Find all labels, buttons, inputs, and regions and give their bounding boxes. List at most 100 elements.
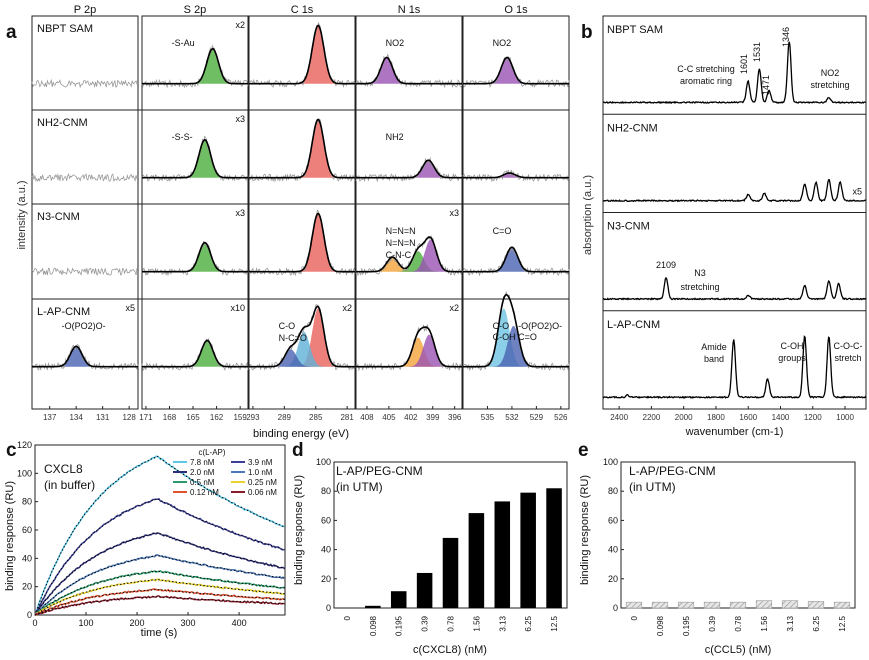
ir-spectrum	[602, 41, 867, 105]
panel-letter-b: b	[581, 22, 593, 43]
xps-x-tick-label: 162	[210, 413, 224, 422]
panel-c-xlabel: time (s)	[141, 627, 178, 639]
panel-a-xlabel: binding energy (eV)	[253, 428, 349, 440]
xps-x-tick-label: 405	[382, 413, 396, 422]
bar-y-tick-label: 40	[321, 545, 331, 555]
xps-x-tick-label: 532	[505, 413, 519, 422]
bar-category-label: 6.25	[812, 615, 821, 631]
ir-annotation: stretch	[834, 353, 861, 363]
xps-envelope-fit	[356, 159, 462, 179]
panel-d-subtitle: (in UTM)	[336, 480, 383, 494]
xps-x-tick-label: 402	[404, 413, 418, 422]
ir-x-tick-label: 2200	[643, 413, 661, 422]
ir-annotation: 2109	[656, 260, 676, 270]
ir-x-axis-label: wavenumber (cm-1)	[685, 426, 784, 438]
ir-x-tick-label: 2000	[675, 413, 693, 422]
xps-component-peak	[356, 239, 462, 272]
panel-letter-c: c	[6, 440, 17, 461]
panel-d-ylabel: binding response (RU)	[293, 475, 305, 585]
xps-peak-annotation: C=O	[518, 332, 537, 342]
xps-x-tick-label: 131	[96, 413, 110, 422]
xps-component-peak	[249, 331, 355, 367]
ir-x-tick-label: 1600	[739, 413, 757, 422]
bar-category-label: 3.13	[498, 615, 507, 631]
xps-peak-annotation: C=O	[493, 226, 512, 236]
bar-category-label: 0.39	[421, 615, 430, 631]
ir-annotation: NO2	[821, 68, 840, 78]
xps-column-header: C 1s	[291, 4, 314, 16]
xps-peak-annotation: C-O	[279, 321, 296, 331]
spr-legend-label: 1.0 nM	[248, 468, 273, 477]
xps-peak-annotation: C-N-C	[386, 250, 412, 260]
xps-raw-data	[31, 344, 139, 371]
bar-category-label: 1.56	[472, 615, 481, 631]
panel-d-bar-cxcl8: 0 20 40 60 80 100 0 0.098 0.195 0.39 0.78 1.56 3.13 6…	[316, 457, 568, 636]
bar	[755, 600, 773, 609]
ir-spectrum	[602, 276, 867, 301]
xps-peak-annotation: N-C=O	[279, 333, 307, 343]
xps-x-tick-label: 529	[530, 413, 544, 422]
bar-category-label: 0.195	[682, 615, 691, 636]
bar-category-label: 0	[630, 615, 639, 620]
bar-y-tick-label: 0	[613, 603, 618, 613]
spr-x-tick-label: 100	[79, 618, 94, 628]
xps-component-peak	[463, 247, 569, 272]
xps-x-tick-label: 285	[309, 413, 323, 422]
xps-x-tick-label: 399	[426, 413, 440, 422]
panel-b-ylabel: absorption (a.u.)	[582, 175, 594, 255]
bar-category-label: 6.25	[524, 615, 533, 631]
ir-multiplier: x5	[852, 187, 862, 197]
panel-c-title: CXCL8	[44, 462, 83, 476]
panel-c-subtitle: (in buffer)	[44, 478, 95, 492]
xps-envelope-fit	[142, 339, 248, 368]
bar	[833, 601, 851, 609]
xps-column-frame	[248, 15, 356, 410]
xps-envelope-fit	[463, 56, 569, 85]
bar-y-tick-label: 60	[321, 515, 331, 525]
xps-row-label: L-AP-CNM	[37, 306, 90, 318]
ir-annotation: 1346	[781, 27, 791, 47]
panel-c-spr-kinetics: 0 100 200 300 400 0 20 40 60 80 100 120 c(L-AP)7.8 n…	[17, 440, 286, 628]
panel-a-xps-grid: P 2p 137 134 131 128 S 2p 171 168 165 162 159 C 1s 2…	[31, 4, 570, 422]
bar-y-tick-label: 100	[603, 457, 618, 467]
xps-peak-annotation: -S-S-	[172, 132, 193, 142]
xps-raw-data	[248, 21, 356, 88]
ir-annotation: 1531	[752, 42, 762, 62]
spr-fit-curve	[34, 554, 285, 616]
xps-raw-data	[31, 78, 139, 89]
xps-row-label: N3-CNM	[37, 211, 80, 223]
spr-legend-label: 0.5 nM	[190, 478, 215, 487]
xps-x-tick-label: 159	[233, 413, 247, 422]
panel-e-bar-ccl5: 0 20 40 60 80 100 0 0.098 0.195 0.39 0.78 1.56 3.13 6…	[603, 457, 856, 636]
xps-component-peak	[356, 251, 462, 272]
xps-column-frame	[355, 15, 463, 410]
bar	[546, 488, 562, 608]
ir-spectrum	[602, 178, 867, 203]
ir-series-label: NH2-CNM	[607, 122, 658, 134]
ir-x-tick-label: 1800	[707, 413, 725, 422]
xps-component-peak	[142, 139, 248, 178]
ir-series-label: N3-CNM	[607, 221, 650, 233]
xps-multiplier: x2	[235, 20, 245, 30]
ir-annotation: 1471	[761, 75, 771, 95]
spr-sensorgram	[34, 570, 285, 616]
spr-y-tick-label: 40	[22, 553, 32, 563]
ir-annotation: C-OH	[781, 341, 804, 351]
xps-x-tick-label: 526	[554, 413, 568, 422]
xps-x-tick-label: 396	[448, 413, 462, 422]
panel-e-ylabel: binding response (RU)	[579, 475, 591, 585]
panel-letter-e: e	[578, 440, 589, 461]
xps-envelope-fit	[356, 56, 462, 85]
bar-category-label: 0.195	[395, 615, 404, 636]
panel-letter-a: a	[6, 22, 17, 43]
xps-x-tick-label: 289	[278, 413, 292, 422]
xps-envelope-fit	[356, 326, 462, 368]
xps-column-frame	[141, 15, 249, 410]
spr-x-tick-label: 400	[232, 618, 247, 628]
xps-envelope-fit	[32, 345, 138, 368]
xps-multiplier: x10	[230, 303, 245, 313]
xps-x-tick-label: 293	[246, 413, 260, 422]
xps-envelope-fit	[142, 241, 248, 273]
bar-category-label: 0	[343, 615, 352, 620]
xps-x-tick-label: 171	[139, 413, 153, 422]
